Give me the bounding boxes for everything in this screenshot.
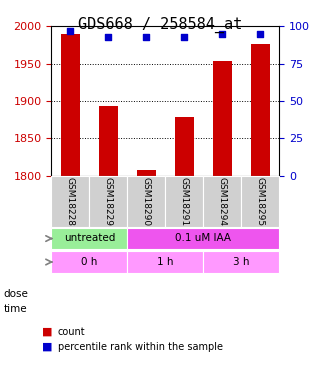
Text: 0 h: 0 h (81, 256, 98, 267)
Text: GSM18290: GSM18290 (142, 177, 151, 226)
Point (182, 34, 187, 40)
FancyBboxPatch shape (165, 176, 203, 227)
Text: GSM18291: GSM18291 (180, 177, 189, 226)
FancyBboxPatch shape (127, 176, 165, 227)
Text: GSM18295: GSM18295 (256, 177, 265, 226)
Text: GDS668 / 258584_at: GDS668 / 258584_at (78, 17, 243, 33)
Text: count: count (58, 327, 85, 337)
Bar (251, 44, 270, 176)
Point (106, 34, 111, 40)
Text: time: time (3, 304, 27, 314)
Point (144, 34, 149, 40)
Point (68, 28, 73, 34)
Text: ■: ■ (42, 342, 52, 352)
Text: 3 h: 3 h (233, 256, 249, 267)
Text: GSM18294: GSM18294 (218, 177, 227, 226)
FancyBboxPatch shape (89, 176, 127, 227)
Text: 0.1 uM IAA: 0.1 uM IAA (175, 233, 231, 243)
Bar (61, 34, 80, 176)
Bar (99, 106, 118, 176)
FancyBboxPatch shape (203, 252, 279, 273)
Text: untreated: untreated (64, 233, 115, 243)
Bar (137, 170, 156, 176)
FancyBboxPatch shape (127, 228, 279, 249)
Text: dose: dose (3, 290, 28, 299)
FancyBboxPatch shape (51, 176, 89, 227)
Bar (213, 61, 232, 176)
FancyBboxPatch shape (241, 176, 279, 227)
FancyBboxPatch shape (51, 252, 127, 273)
Bar (175, 117, 194, 176)
Text: 1 h: 1 h (157, 256, 174, 267)
Text: GSM18228: GSM18228 (66, 177, 75, 226)
FancyBboxPatch shape (127, 252, 203, 273)
Point (258, 31, 263, 37)
FancyBboxPatch shape (51, 228, 127, 249)
Text: GSM18229: GSM18229 (104, 177, 113, 226)
FancyBboxPatch shape (203, 176, 241, 227)
Point (220, 31, 225, 37)
Text: percentile rank within the sample: percentile rank within the sample (58, 342, 223, 352)
Text: ■: ■ (42, 327, 52, 337)
